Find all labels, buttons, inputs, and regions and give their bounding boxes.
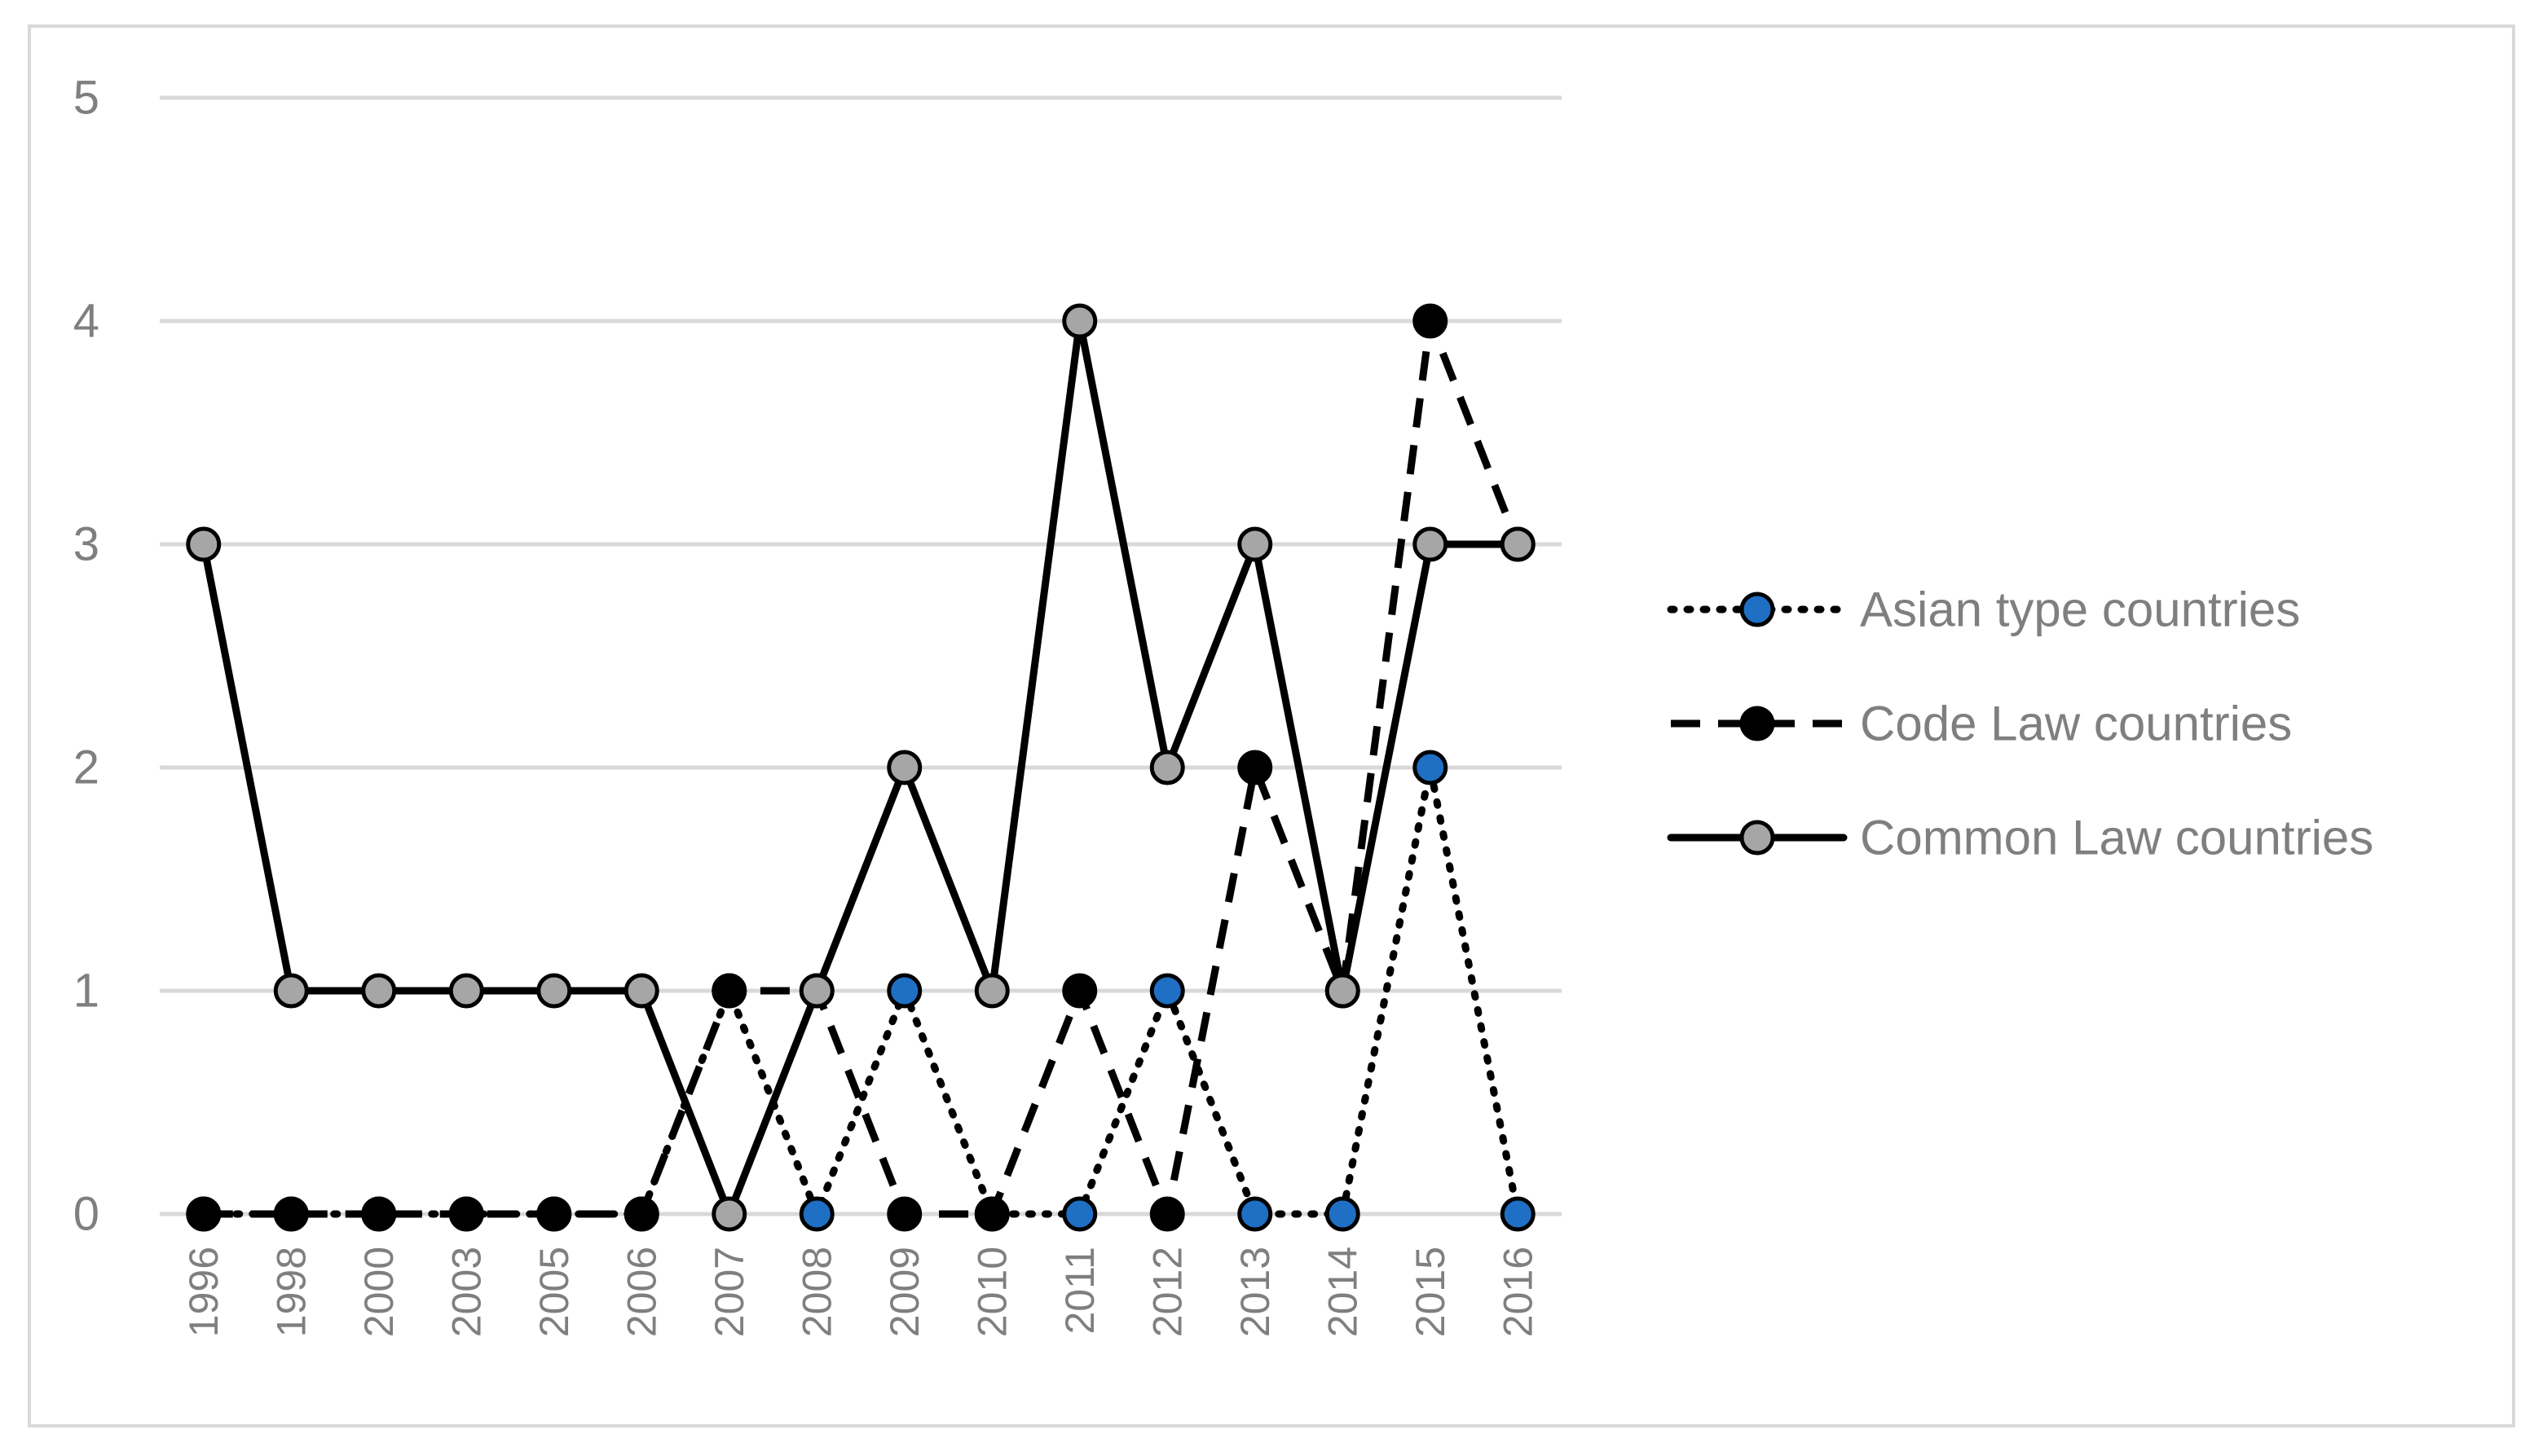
data-point — [1062, 973, 1098, 1009]
data-point — [1149, 750, 1185, 785]
y-tick-label: 0 — [73, 1188, 99, 1241]
x-tick-label: 2013 — [1232, 1247, 1278, 1337]
series-lines — [186, 303, 1536, 1232]
legend-label: Common Law countries — [1860, 811, 2373, 865]
legend-item: Common Law countries — [1667, 811, 2373, 865]
data-point — [1324, 1196, 1360, 1232]
x-tick-label: 2016 — [1495, 1247, 1540, 1337]
x-tick-label: 2000 — [356, 1247, 402, 1337]
data-point — [536, 973, 572, 1009]
series-2 — [186, 303, 1536, 1232]
data-point — [1500, 526, 1536, 562]
legend: Asian type countries Code Law countries Co… — [1667, 583, 2373, 865]
x-tick-label: 2003 — [443, 1247, 489, 1337]
x-tick-label: 1998 — [268, 1247, 314, 1337]
x-tick-label: 2008 — [794, 1247, 839, 1337]
data-point — [1500, 1196, 1536, 1232]
legend-marker — [1739, 592, 1775, 627]
data-point — [887, 1196, 923, 1232]
data-point — [1412, 303, 1448, 339]
data-point — [273, 973, 309, 1009]
x-tick-label: 2014 — [1320, 1247, 1365, 1337]
y-tick-label: 2 — [73, 741, 99, 794]
x-tick-label: 2015 — [1408, 1247, 1453, 1337]
series-1 — [186, 303, 1536, 1232]
x-tick-label: 1996 — [181, 1247, 227, 1337]
x-tick-label: 2010 — [969, 1247, 1015, 1337]
legend-item: Asian type countries — [1667, 583, 2300, 637]
series-line — [203, 317, 1522, 1218]
data-point — [887, 750, 923, 785]
data-point — [1237, 1196, 1273, 1232]
data-point — [624, 1196, 659, 1232]
data-point — [186, 1196, 222, 1232]
data-point — [361, 973, 397, 1009]
data-point — [1062, 1196, 1098, 1232]
data-point — [361, 1196, 397, 1232]
x-axis-tick-labels: 1996 1998 2000 2003 2005 2006 2007 2008 2009 2010… — [181, 1247, 1541, 1337]
data-point — [799, 1196, 835, 1232]
data-point — [712, 1196, 747, 1232]
series-line — [200, 317, 1522, 1218]
legend-marker — [1739, 706, 1775, 741]
gridlines — [160, 95, 1562, 1216]
data-point — [448, 973, 484, 1009]
legend-marker — [1739, 820, 1775, 856]
x-tick-label: 2005 — [531, 1247, 577, 1337]
x-tick-label: 2009 — [882, 1247, 928, 1337]
data-point — [1149, 1196, 1185, 1232]
x-tick-label: 2012 — [1144, 1247, 1190, 1337]
data-point — [1237, 526, 1273, 562]
y-axis-tick-labels: 0 1 2 3 4 5 — [73, 72, 99, 1241]
y-tick-label: 5 — [73, 72, 99, 125]
data-point — [1062, 303, 1098, 339]
legend-item: Code Law countries — [1671, 697, 2292, 751]
legend-label: Asian type countries — [1860, 583, 2300, 637]
y-tick-label: 4 — [73, 295, 99, 348]
data-point — [974, 973, 1010, 1009]
data-point — [186, 526, 222, 562]
chart-frame — [28, 24, 2515, 1427]
data-point — [799, 973, 835, 1009]
x-tick-label: 2006 — [619, 1247, 664, 1337]
series-line — [200, 763, 1522, 1218]
data-point — [974, 1196, 1010, 1232]
data-point — [1412, 750, 1448, 785]
data-point — [1237, 750, 1273, 785]
data-point — [448, 1196, 484, 1232]
legend-label: Code Law countries — [1860, 697, 2292, 751]
data-point — [712, 973, 747, 1009]
data-point — [1412, 526, 1448, 562]
data-point — [1149, 973, 1185, 1009]
data-point — [1324, 973, 1360, 1009]
data-point — [536, 1196, 572, 1232]
data-point — [624, 973, 659, 1009]
data-point — [887, 973, 923, 1009]
data-point — [273, 1196, 309, 1232]
y-tick-label: 1 — [73, 965, 99, 1018]
x-tick-label: 2007 — [707, 1247, 752, 1337]
y-tick-label: 3 — [73, 518, 99, 571]
x-tick-label: 2011 — [1057, 1247, 1103, 1335]
